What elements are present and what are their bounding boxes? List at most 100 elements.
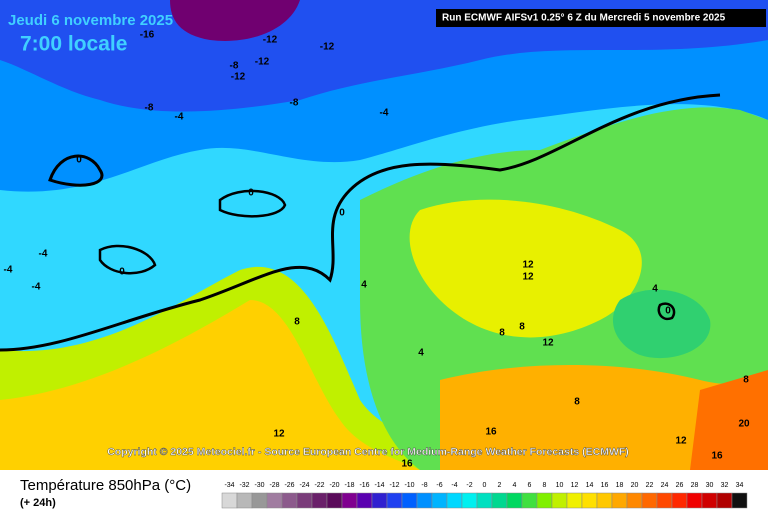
scale-swatch xyxy=(401,492,418,509)
scale-label: -10 xyxy=(404,482,414,489)
scale-swatch xyxy=(221,492,238,509)
scale-swatch xyxy=(506,492,523,509)
contour-label: -12 xyxy=(255,57,270,68)
scale-label: -32 xyxy=(239,482,249,489)
scale-label: -14 xyxy=(374,482,384,489)
contour-label: -12 xyxy=(231,72,246,83)
scale-swatch xyxy=(281,492,298,509)
scale-label: 12 xyxy=(571,482,579,489)
contour-label: -12 xyxy=(320,42,335,53)
scale-label: 20 xyxy=(631,482,639,489)
scale-swatch xyxy=(371,492,388,509)
contour-label: 0 xyxy=(248,188,254,199)
scale-label: 32 xyxy=(721,482,729,489)
contour-label: 4 xyxy=(361,280,367,291)
scale-swatch xyxy=(416,492,433,509)
warm-zone xyxy=(409,199,642,338)
scale-swatch xyxy=(566,492,583,509)
forecast-time: 7:00 locale xyxy=(20,33,127,56)
scale-swatch xyxy=(251,492,268,509)
scale-swatch xyxy=(356,492,373,509)
contour-label: 0 xyxy=(76,155,82,166)
scale-label: -30 xyxy=(254,482,264,489)
scale-label: -24 xyxy=(299,482,309,489)
scale-label: 10 xyxy=(556,482,564,489)
scale-swatch xyxy=(716,492,733,509)
scale-swatch xyxy=(341,492,358,509)
scale-swatch xyxy=(326,492,343,509)
scale-swatch xyxy=(626,492,643,509)
contour-label: 16 xyxy=(485,427,497,438)
scale-swatch xyxy=(611,492,628,509)
scale-label: -34 xyxy=(224,482,234,489)
scale-swatch xyxy=(581,492,598,509)
scale-swatch xyxy=(431,492,448,509)
scale-label: 8 xyxy=(543,482,547,489)
cold-core xyxy=(170,0,300,41)
scale-swatch xyxy=(266,492,283,509)
zero-isotherm xyxy=(0,93,721,352)
scale-swatch xyxy=(491,492,508,509)
scale-swatch xyxy=(236,492,253,509)
scale-swatch xyxy=(641,492,658,509)
scale-label: 26 xyxy=(676,482,684,489)
scale-label: 22 xyxy=(646,482,654,489)
contour-label: 8 xyxy=(519,322,525,333)
scale-label: -26 xyxy=(284,482,294,489)
zero-isotherm xyxy=(98,189,676,321)
scale-label: -4 xyxy=(451,482,457,489)
contour-label: 0 xyxy=(339,208,345,219)
scale-label: -16 xyxy=(359,482,369,489)
scale-swatch xyxy=(476,492,493,509)
scale-label: 0 xyxy=(483,482,487,489)
scale-swatch xyxy=(731,492,748,509)
contour-label: 8 xyxy=(294,317,300,328)
contour-label: -12 xyxy=(263,35,278,46)
contour-label: 0 xyxy=(665,306,671,317)
contour-label: -4 xyxy=(380,108,389,119)
scale-label: -2 xyxy=(466,482,472,489)
scale-swatch xyxy=(551,492,568,509)
scale-swatch xyxy=(701,492,718,509)
contour-label: 12 xyxy=(273,429,285,440)
scale-label: 34 xyxy=(736,482,744,489)
scale-label: -8 xyxy=(421,482,427,489)
scale-label: -20 xyxy=(329,482,339,489)
scale-swatch xyxy=(686,492,703,509)
hot-zone xyxy=(690,370,768,470)
scale-swatch xyxy=(671,492,688,509)
scale-swatch xyxy=(521,492,538,509)
scale-swatch xyxy=(656,492,673,509)
contour-label: 12 xyxy=(522,272,534,283)
contour-label: 8 xyxy=(743,375,749,386)
footer-title: Température 850hPa (°C) xyxy=(20,477,191,494)
scale-label: 18 xyxy=(616,482,624,489)
scale-label: 4 xyxy=(513,482,517,489)
contour-label: 0 xyxy=(119,267,125,278)
scale-label: -18 xyxy=(344,482,354,489)
run-box xyxy=(436,9,766,27)
scale-label: -6 xyxy=(436,482,442,489)
contour-label: 16 xyxy=(401,459,413,470)
scale-label: 14 xyxy=(586,482,594,489)
scale-label: 28 xyxy=(691,482,699,489)
forecast-date: Jeudi 6 novembre 2025 xyxy=(8,12,173,29)
scale-swatch xyxy=(536,492,553,509)
contour-label: 12 xyxy=(522,260,534,271)
contour-label: -8 xyxy=(290,98,299,109)
contour-label: -4 xyxy=(4,265,13,276)
contour-label: -4 xyxy=(175,112,184,123)
warm-zone xyxy=(440,365,768,470)
cool-pocket xyxy=(612,289,711,359)
scale-label: -22 xyxy=(314,482,324,489)
contour-label: 4 xyxy=(418,348,424,359)
contour-label: 12 xyxy=(542,338,554,349)
contour-label: 8 xyxy=(499,328,505,339)
scale-swatch xyxy=(296,492,313,509)
scale-swatch xyxy=(596,492,613,509)
contour-label: 8 xyxy=(574,397,580,408)
scale-swatch xyxy=(446,492,463,509)
warm-zone xyxy=(0,300,420,470)
contour-label: 12 xyxy=(675,436,687,447)
